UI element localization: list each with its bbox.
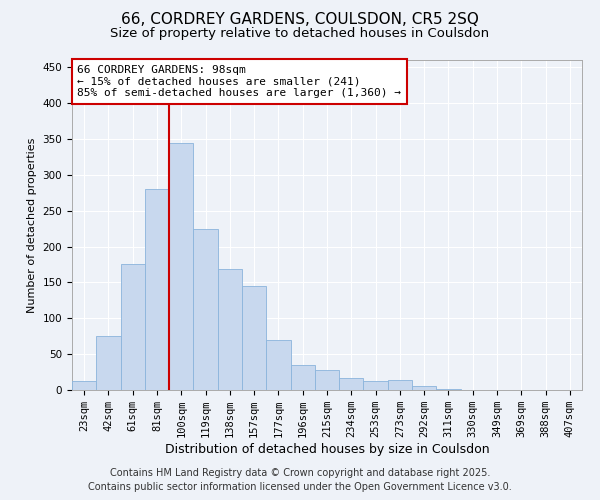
Bar <box>266 340 290 390</box>
Text: 66, CORDREY GARDENS, COULSDON, CR5 2SQ: 66, CORDREY GARDENS, COULSDON, CR5 2SQ <box>121 12 479 28</box>
Text: Size of property relative to detached houses in Coulsdon: Size of property relative to detached ho… <box>110 28 490 40</box>
Bar <box>145 189 169 390</box>
Bar <box>242 286 266 390</box>
Bar <box>339 378 364 390</box>
X-axis label: Distribution of detached houses by size in Coulsdon: Distribution of detached houses by size … <box>164 443 490 456</box>
Bar <box>364 380 388 390</box>
Bar <box>218 270 242 390</box>
Text: Contains HM Land Registry data © Crown copyright and database right 2025.: Contains HM Land Registry data © Crown c… <box>110 468 490 477</box>
Bar <box>315 370 339 390</box>
Bar <box>412 386 436 390</box>
Bar <box>72 382 96 390</box>
Bar <box>388 380 412 390</box>
Bar <box>96 336 121 390</box>
Bar <box>169 142 193 390</box>
Text: Contains public sector information licensed under the Open Government Licence v3: Contains public sector information licen… <box>88 482 512 492</box>
Bar <box>121 264 145 390</box>
Y-axis label: Number of detached properties: Number of detached properties <box>27 138 37 312</box>
Bar <box>193 228 218 390</box>
Text: 66 CORDREY GARDENS: 98sqm
← 15% of detached houses are smaller (241)
85% of semi: 66 CORDREY GARDENS: 98sqm ← 15% of detac… <box>77 65 401 98</box>
Bar <box>290 365 315 390</box>
